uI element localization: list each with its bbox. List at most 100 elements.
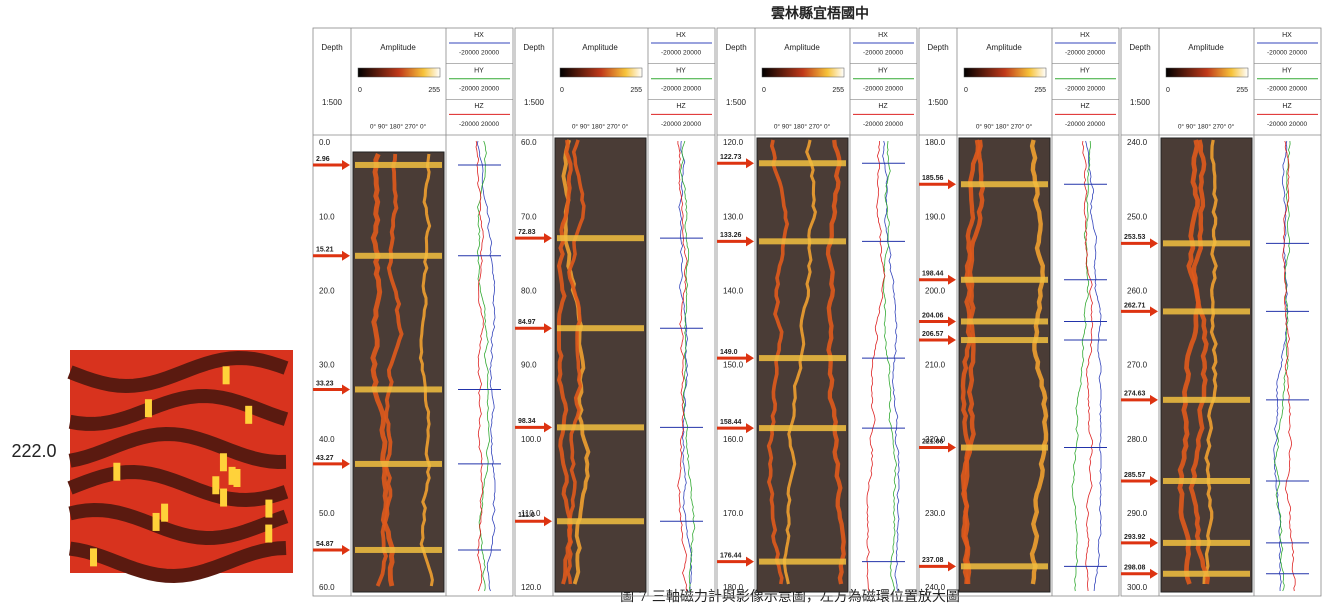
ring-depth: 84.97 <box>518 319 536 326</box>
depth-tick: 60.0 <box>521 138 537 147</box>
scale-label: 1:500 <box>1130 98 1151 107</box>
zoom-spot <box>212 476 219 494</box>
scale-label: 1:500 <box>726 98 747 107</box>
amp-max: 255 <box>630 87 642 94</box>
mag-hy: HY <box>878 68 888 75</box>
ring-band <box>759 160 846 166</box>
scale-label: 1:500 <box>322 98 343 107</box>
ring-depth: 204.06 <box>922 312 944 319</box>
figure-title: 雲林縣宜梧國中 <box>771 5 869 22</box>
ring-band <box>355 386 442 392</box>
depth-tick: 280.0 <box>1127 435 1148 444</box>
mag-range: -20000 20000 <box>459 121 500 128</box>
mag-range: -20000 20000 <box>459 85 500 92</box>
ring-depth: 133.26 <box>720 232 742 239</box>
zoom-spot <box>145 399 152 417</box>
depth-tick: 10.0 <box>319 212 335 221</box>
zoom-depth: 222.0 <box>11 441 56 461</box>
amp-min: 0 <box>964 87 968 94</box>
depth-tick: 290.0 <box>1127 509 1148 518</box>
depth-tick: 140.0 <box>723 286 744 295</box>
mag-hx: HX <box>878 32 888 39</box>
depth-tick: 120.0 <box>521 583 542 592</box>
depth-tick: 170.0 <box>723 509 744 518</box>
mag-hx: HX <box>474 32 484 39</box>
mag-hx: HX <box>1282 32 1292 39</box>
depth-header: Depth <box>927 43 948 52</box>
ring-band <box>759 425 846 431</box>
ring-depth: 237.08 <box>922 557 944 564</box>
ring-band <box>759 238 846 244</box>
depth-tick: 230.0 <box>925 509 946 518</box>
ring-depth: 293.92 <box>1124 534 1146 541</box>
log-panel: Depth1:500Amplitude02550° 90° 180° 270° … <box>717 28 917 596</box>
depth-tick: 0.0 <box>319 138 331 147</box>
amplitude-image <box>353 152 444 592</box>
ring-band <box>1163 240 1250 246</box>
amp-max: 255 <box>832 87 844 94</box>
depth-tick: 180.0 <box>925 138 946 147</box>
ring-band <box>1163 571 1250 577</box>
ring-band <box>557 424 644 430</box>
amp-header: Amplitude <box>986 43 1022 52</box>
ring-band <box>961 277 1048 283</box>
mag-hz: HZ <box>474 103 484 110</box>
zoom-spot <box>265 500 272 518</box>
mag-range: -20000 20000 <box>863 85 904 92</box>
mag-range: -20000 20000 <box>1267 121 1308 128</box>
amp-header: Amplitude <box>380 43 416 52</box>
amp-colorbar <box>1166 68 1248 77</box>
ring-depth: 33.23 <box>316 380 334 387</box>
ring-depth: 15.21 <box>316 247 334 254</box>
depth-tick: 130.0 <box>723 212 744 221</box>
zoom-image <box>70 350 293 576</box>
ring-band <box>759 559 846 565</box>
mag-hz: HZ <box>878 103 888 110</box>
ring-band <box>1163 308 1250 314</box>
ring-depth: 149.0 <box>720 349 738 356</box>
ring-band <box>961 318 1048 324</box>
ring-depth: 185.56 <box>922 175 944 182</box>
ring-band <box>557 518 644 524</box>
mag-hz: HZ <box>1282 103 1292 110</box>
depth-tick: 240.0 <box>1127 138 1148 147</box>
depth-tick: 90.0 <box>521 361 537 370</box>
mag-trace <box>476 141 483 591</box>
amp-min: 0 <box>762 87 766 94</box>
mag-hy: HY <box>1080 68 1090 75</box>
zoom-spot <box>223 366 230 384</box>
mag-range: -20000 20000 <box>1065 85 1106 92</box>
depth-tick: 20.0 <box>319 286 335 295</box>
depth-tick: 150.0 <box>723 361 744 370</box>
log-panel: Depth1:500Amplitude02550° 90° 180° 270° … <box>313 28 513 596</box>
mag-trace <box>883 141 896 591</box>
ring-band <box>557 325 644 331</box>
ring-band <box>961 181 1048 187</box>
amp-min: 0 <box>560 87 564 94</box>
amp-max: 255 <box>1236 87 1248 94</box>
depth-header: Depth <box>725 43 746 52</box>
scale-label: 1:500 <box>928 98 949 107</box>
mag-hy: HY <box>676 68 686 75</box>
ring-band <box>961 563 1048 569</box>
mag-range: -20000 20000 <box>1267 50 1308 57</box>
amp-header: Amplitude <box>582 43 618 52</box>
ring-band <box>1163 478 1250 484</box>
depth-tick: 30.0 <box>319 361 335 370</box>
mag-range: -20000 20000 <box>661 50 702 57</box>
amp-colorbar <box>762 68 844 77</box>
angles: 0° 90° 180° 270° 0° <box>774 123 831 131</box>
mag-range: -20000 20000 <box>459 50 500 57</box>
mag-range: -20000 20000 <box>1065 121 1106 128</box>
amp-colorbar <box>964 68 1046 77</box>
depth-tick: 80.0 <box>521 286 537 295</box>
zoom-spot <box>90 548 97 566</box>
mag-trace <box>1274 141 1290 591</box>
log-panel: Depth1:500Amplitude02550° 90° 180° 270° … <box>1121 28 1321 596</box>
zoom-spot <box>220 489 227 507</box>
mag-hz: HZ <box>1080 103 1090 110</box>
ring-depth: 111.0 <box>518 512 535 519</box>
mag-range: -20000 20000 <box>1267 85 1308 92</box>
mag-hy: HY <box>1282 68 1292 75</box>
amp-colorbar <box>358 68 440 77</box>
